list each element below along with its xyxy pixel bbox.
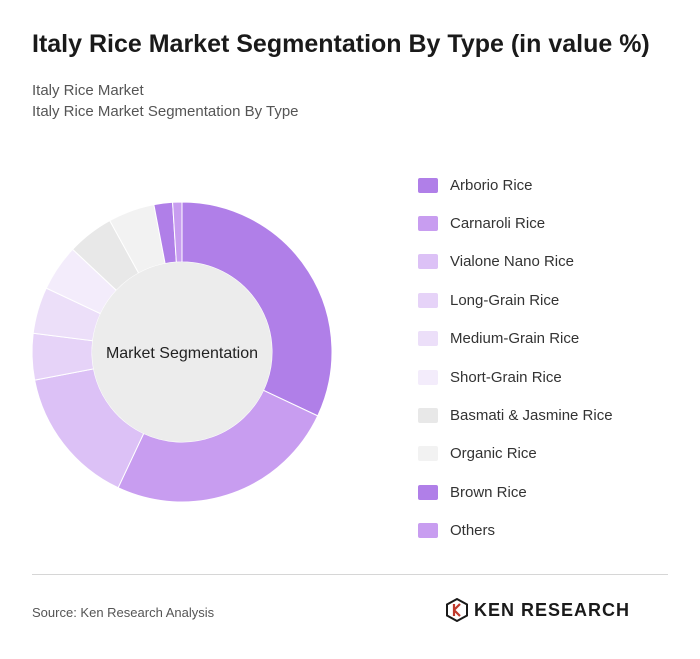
donut-center	[92, 262, 272, 442]
legend-label: Long-Grain Rice	[450, 291, 560, 309]
legend-item[interactable]: Short-Grain Rice	[418, 358, 613, 396]
legend-label: Organic Rice	[450, 445, 537, 463]
brand-name: KEN RESEARCH	[474, 599, 631, 620]
ken-research-logo-icon	[446, 598, 468, 622]
center-label: Market Segmentation	[106, 345, 258, 362]
legend-item[interactable]: Arborio Rice	[418, 166, 613, 204]
legend-item[interactable]: Basmati & Jasmine Rice	[418, 396, 613, 434]
legend-swatch	[418, 331, 438, 347]
legend-swatch	[418, 484, 438, 500]
chart-legend: Arborio Rice Carnaroli Rice Vialone Nano R…	[418, 166, 613, 550]
legend-swatch	[418, 292, 438, 308]
legend-label: Medium-Grain Rice	[450, 330, 580, 348]
legend-item[interactable]: Carnaroli Rice	[418, 204, 613, 242]
footer-divider	[32, 574, 668, 575]
donut-chart: Market Segmentation	[31, 201, 333, 503]
legend-label: Basmati & Jasmine Rice	[450, 407, 613, 425]
legend-item[interactable]: Organic Rice	[418, 435, 613, 473]
breadcrumb-segmentation: Italy Rice Market Segmentation By Type	[32, 103, 299, 120]
source-note: Source: Ken Research Analysis	[32, 605, 215, 620]
legend-label: Others	[450, 522, 496, 540]
legend-swatch	[418, 369, 438, 385]
legend-swatch	[418, 216, 438, 232]
legend-label: Arborio Rice	[450, 176, 533, 194]
brand-logo: KEN RESEARCH	[446, 598, 630, 622]
legend-swatch	[418, 523, 438, 539]
legend-label: Vialone Nano Rice	[450, 253, 574, 271]
legend-item[interactable]: Vialone Nano Rice	[418, 243, 613, 281]
legend-label: Short-Grain Rice	[450, 368, 562, 386]
breadcrumb-market: Italy Rice Market	[32, 82, 144, 99]
legend-item[interactable]: Medium-Grain Rice	[418, 320, 613, 358]
legend-swatch	[418, 177, 438, 193]
legend-item[interactable]: Brown Rice	[418, 473, 613, 511]
chart-title: Italy Rice Market Segmentation By Type (…	[32, 30, 650, 58]
legend-item[interactable]: Others	[418, 512, 613, 550]
legend-swatch	[418, 254, 438, 270]
legend-swatch	[418, 446, 438, 462]
legend-item[interactable]: Long-Grain Rice	[418, 281, 613, 319]
legend-label: Carnaroli Rice	[450, 215, 546, 233]
legend-label: Brown Rice	[450, 483, 527, 501]
legend-swatch	[418, 408, 438, 424]
